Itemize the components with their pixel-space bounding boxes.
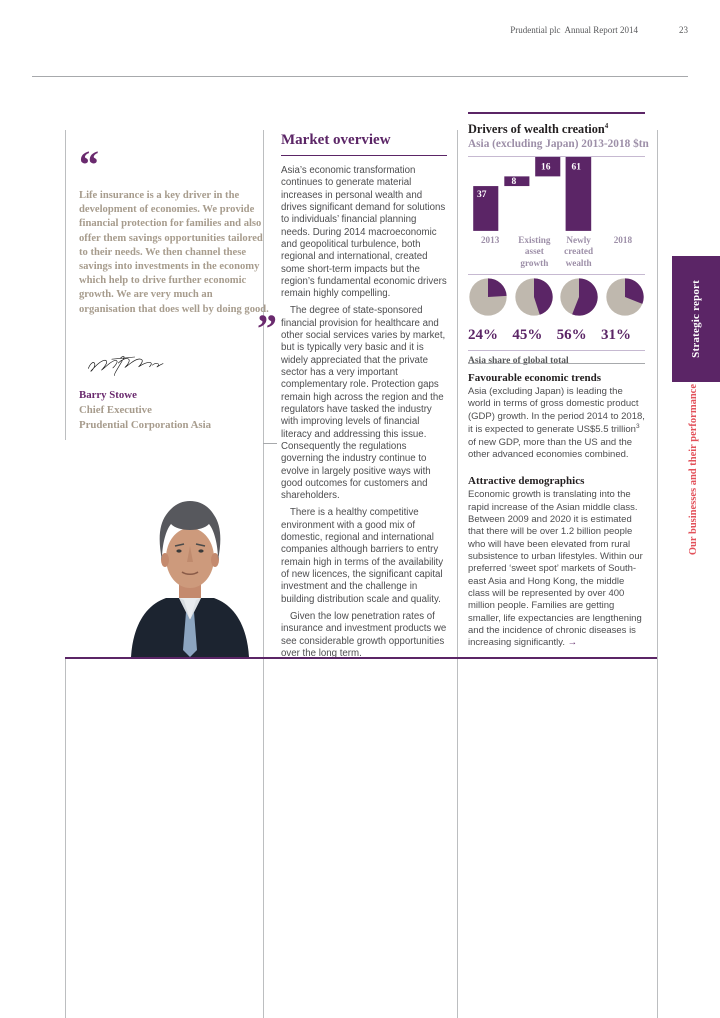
svg-text:16: 16 [541,163,551,173]
svg-text:8: 8 [512,177,517,187]
svg-text:61: 61 [571,163,581,173]
svg-text:37: 37 [477,190,487,200]
